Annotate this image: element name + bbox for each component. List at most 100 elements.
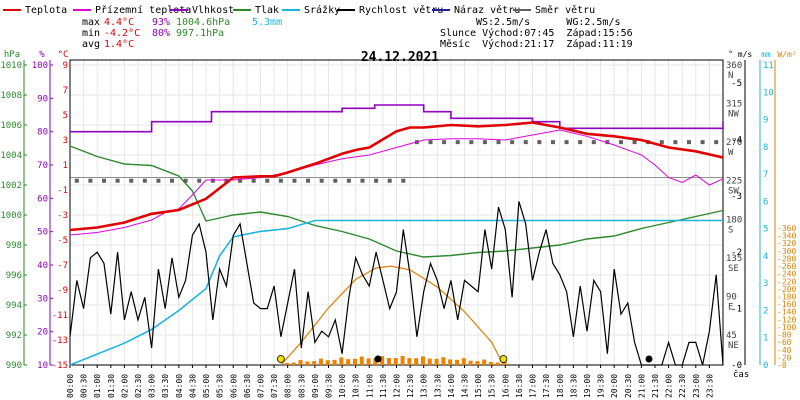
x-tick-label: 07:30: [270, 374, 279, 398]
y-tick-label: 1002: [0, 181, 22, 191]
x-tick-labels: 00:00 00:30 01:00 01:30 02:00 02:30 03:00 03:30…: [66, 365, 714, 398]
stat-min-temp: -4.2°C: [104, 28, 140, 39]
legend-label: Směr větru: [535, 4, 595, 16]
y-tick-label: 1000: [0, 211, 22, 221]
y-tick-label: -3: [57, 211, 68, 221]
y-tick-label: 80: [37, 128, 48, 138]
moon-marker: [645, 355, 653, 363]
x-tick-label: 13:30: [433, 374, 442, 398]
wind-direction-point: [469, 140, 474, 145]
wind-direction-point: [88, 178, 93, 183]
x-tick-label: 08:00: [284, 374, 293, 398]
wind-direction-point: [523, 140, 528, 145]
y-tick-label: -4: [731, 135, 742, 145]
axis-unit-label: %: [39, 50, 45, 60]
y-tick-label: 998: [6, 241, 22, 251]
wind-direction-point: [183, 178, 188, 183]
wind-direction-point: [387, 178, 392, 183]
wind-direction-point: [428, 140, 433, 145]
precip-rate-bar: [407, 358, 412, 365]
x-tick-label: 10:30: [352, 374, 361, 398]
y-tick-label: 7: [763, 170, 768, 180]
y-tick-label: 1008: [0, 91, 22, 101]
wind-direction-point: [714, 140, 719, 145]
x-tick-label: 23:30: [705, 374, 714, 398]
y-tick-label: -120: [777, 315, 796, 324]
y-tick-label: -1: [57, 186, 68, 196]
y-tick-label: -13: [52, 336, 68, 346]
y-tick-label: 1006: [0, 121, 22, 131]
y-tick-label: 992: [6, 331, 22, 341]
precip-rate-bar: [495, 362, 500, 365]
wind-direction-point: [170, 178, 175, 183]
y-tick-label: 40: [37, 261, 48, 271]
wind-direction-point: [142, 178, 147, 183]
y-tick-label: 990: [6, 361, 22, 371]
y-tick-label: 3: [763, 279, 768, 289]
precip-rate-bar: [482, 359, 487, 365]
wind-direction-point: [129, 178, 134, 183]
wind-direction-point: [686, 140, 691, 145]
wind-direction-point: [251, 178, 256, 183]
y-tick-label: 994: [6, 301, 22, 311]
precip-rate-bar: [325, 360, 330, 365]
y-tick-label: -160: [777, 300, 796, 309]
y-tick-label: -1: [731, 305, 742, 315]
x-tick-label: 11:30: [379, 374, 388, 398]
wind-info-text: WS:2.5m/s WG:2.5m/s: [476, 17, 621, 28]
x-tick-label: 05:00: [202, 374, 211, 398]
axis-unit-label: hPa: [4, 50, 20, 60]
precip-rate-bar: [339, 357, 344, 365]
y-tick-label: 996: [6, 271, 22, 281]
series-pressure: [69, 145, 724, 258]
wind-direction-point: [102, 178, 107, 183]
y-tick-label: 90: [726, 292, 737, 302]
x-tick-label: 11:00: [365, 374, 374, 398]
x-axis-label: čas: [733, 369, 749, 380]
x-tick-label: 00:00: [66, 374, 75, 398]
series-rain: [69, 219, 723, 366]
moon-marker: [374, 355, 382, 363]
wind-direction-point: [442, 140, 447, 145]
x-tick-label: 07:00: [256, 374, 265, 398]
y-tick-label: 7: [63, 86, 68, 96]
y-tick-label: E: [728, 302, 733, 312]
wind-direction-point: [156, 178, 161, 183]
y-tick-label: 3: [63, 136, 68, 146]
stat-max-rain: 5.3mm: [252, 17, 282, 28]
x-tick-label: 03:30: [161, 374, 170, 398]
precip-rate-bar: [332, 359, 337, 365]
wind-direction-point: [673, 140, 678, 145]
y-tick-label: -360: [777, 224, 796, 233]
y-tick-label: 9: [63, 61, 68, 71]
x-tick-label: 03:00: [148, 374, 157, 398]
x-tick-label: 17:30: [542, 374, 551, 398]
precip-rate-bar: [386, 358, 391, 365]
wind-direction-point: [197, 178, 202, 183]
precip-rate-bar: [359, 356, 364, 365]
axis-unit-label: W/m²: [777, 50, 796, 59]
precip-rate-bar: [298, 360, 303, 365]
precip-rate-bar: [414, 358, 419, 365]
x-tick-label: 04:30: [188, 374, 197, 398]
y-tick-label: -100: [777, 323, 796, 332]
y-tick-label: -80: [777, 331, 792, 340]
y-tick-label: 1: [63, 161, 68, 171]
precip-rate-bar: [284, 363, 289, 365]
precip-rate-bar: [291, 362, 296, 365]
x-tick-label: 13:00: [420, 374, 429, 398]
wind-direction-point: [306, 178, 311, 183]
precip-rate-bar: [400, 356, 405, 365]
y-tick-label: -60: [777, 338, 792, 347]
axes: hPa1010100810061004100210009989969949929…: [0, 50, 796, 371]
y-tick-label: 11: [763, 61, 774, 71]
precip-rate-bar: [475, 361, 480, 365]
wind-direction-point: [496, 140, 501, 145]
x-tick-label: 12:00: [393, 374, 402, 398]
y-tick-label: NW: [728, 110, 739, 120]
precip-rate-bar: [434, 358, 439, 365]
y-tick-label: S: [728, 225, 733, 235]
legend: Teplota Přízemní teplota Vlhkost Tlak Srážky…: [3, 4, 595, 16]
stat-max-label: max: [82, 17, 100, 28]
